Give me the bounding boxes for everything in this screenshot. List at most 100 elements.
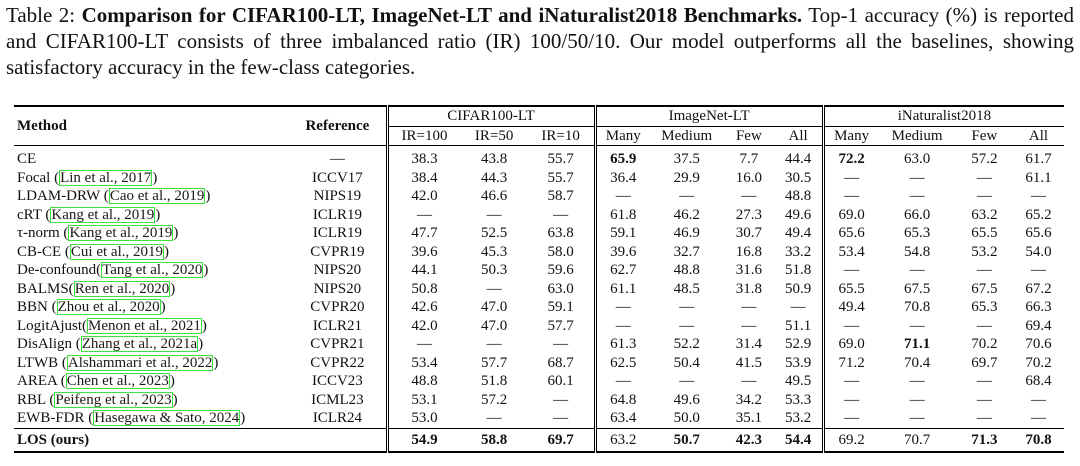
cifar-value-cell: 50.3	[480, 262, 508, 279]
cifar-value-cell: 63.0	[547, 280, 574, 297]
imagenet-value-cell: 42.3	[723, 427, 775, 453]
citation-link[interactable]: Zhang et al., 2021a	[80, 336, 199, 353]
imagenet-value-cell: —	[741, 373, 757, 390]
citation-link[interactable]: Chen et al., 2023	[65, 373, 170, 390]
table-row: EWB-FDR (Hasegawa & Sato, 2024) ICLR24 53.…	[14, 409, 1064, 428]
method-cell: LTWB (Alshammari et al., 2022)	[14, 354, 289, 373]
method-name: τ-norm (	[17, 225, 69, 242]
header-col-imagenet-0: Many	[593, 126, 651, 146]
inat-value-cell: 53.2	[971, 243, 998, 260]
citation-link[interactable]: Cao et al., 2019	[108, 188, 206, 205]
imagenet-value-cell: —	[593, 316, 651, 335]
citation-link[interactable]: Hasegawa & Sato, 2024	[93, 410, 241, 427]
method-cell: CB-CE (Cui et al., 2019)	[14, 243, 289, 262]
inat-value-cell: 63.2	[971, 206, 998, 223]
citation-link[interactable]: Cui et al., 2019	[69, 243, 164, 260]
imagenet-value-cell: 27.3	[735, 206, 763, 223]
cifar-value-cell: 42.0	[385, 187, 461, 206]
method-name: LDAM-DRW (	[17, 188, 109, 205]
method-name: Focal (	[17, 169, 60, 186]
imagenet-value-cell: 16.8	[735, 243, 763, 260]
imagenet-value-cell: —	[593, 372, 651, 391]
imagenet-value-cell: 49.6	[784, 206, 812, 223]
citation-link[interactable]: Lin et al., 2017	[59, 169, 153, 186]
method-tail: )	[172, 391, 178, 408]
method-cell: De-confound(Tang et al., 2020)	[14, 261, 289, 280]
inat-value-cell: 67.5	[903, 280, 931, 297]
table-row: BBN (Zhou et al., 2020) CVPR20 42.6 47.0 59.…	[14, 298, 1064, 317]
method-tail: )	[155, 206, 161, 223]
reference-cell: NIPS20	[313, 280, 362, 297]
cifar-value-cell: 58.7	[547, 188, 574, 205]
imagenet-value-cell: 50.4	[673, 354, 700, 371]
imagenet-value-cell: 48.8	[673, 262, 700, 279]
inat-value-cell: 65.3	[971, 299, 998, 316]
inat-value-cell: —	[909, 391, 925, 408]
reference-cell: CVPR20	[310, 299, 365, 316]
citation-link[interactable]: Menon et al., 2021	[87, 317, 202, 334]
reference-cell: ICCV23	[311, 373, 363, 390]
reference-cell: ICLR19	[312, 225, 362, 242]
cifar-value-cell: 57.2	[480, 391, 508, 408]
method-cell: LOS (ours)	[14, 427, 290, 453]
method-cell: RBL (Peifeng et al., 2023)	[14, 391, 289, 410]
inat-value-cell: 65.6	[1025, 225, 1052, 242]
inat-value-cell: —	[909, 262, 925, 279]
cifar-value-cell: 63.8	[547, 225, 574, 242]
table-caption: Table 2: Comparison for CIFAR100-LT, Ima…	[6, 2, 1074, 80]
imagenet-value-cell: 51.1	[784, 317, 812, 334]
table-row: LogitAjust(Menon et al., 2021) ICLR21 42.0…	[14, 316, 1064, 335]
cifar-value-cell: 38.4	[385, 168, 461, 187]
citation-link[interactable]: Tang et al., 2020	[101, 262, 204, 279]
imagenet-value-cell: 48.8	[784, 188, 812, 205]
cifar-value-cell: —	[486, 336, 502, 353]
imagenet-value-cell: 46.9	[673, 225, 700, 242]
inat-value-cell: 70.6	[1025, 336, 1052, 353]
cifar-value-cell: 51.8	[480, 373, 508, 390]
reference-cell: —	[329, 151, 345, 168]
imagenet-value-cell: 41.5	[735, 354, 763, 371]
cifar-value-cell: 45.3	[480, 243, 508, 260]
reference-cell: CVPR22	[310, 354, 365, 371]
inat-value-cell: —	[1030, 391, 1046, 408]
imagenet-value-cell: 61.8	[593, 205, 651, 224]
cifar-value-cell: 42.0	[385, 316, 461, 335]
table-row: AREA (Chen et al., 2023) ICCV23 48.8 51.8 60…	[14, 372, 1064, 391]
method-tail: )	[198, 336, 204, 353]
imagenet-value-cell: —	[679, 299, 695, 316]
inat-value-cell: 70.2	[971, 336, 998, 353]
citation-link[interactable]: Peifeng et al., 2023	[54, 391, 173, 408]
method-cell: EWB-FDR (Hasegawa & Sato, 2024)	[14, 409, 289, 428]
inat-value-cell: 69.7	[971, 354, 998, 371]
inat-value-cell: 69.0	[821, 335, 879, 354]
imagenet-value-cell: 52.9	[784, 336, 812, 353]
method-cell: cRT (Kang et al., 2019)	[14, 206, 289, 225]
cifar-value-cell: 57.7	[480, 354, 508, 371]
imagenet-value-cell: 34.2	[735, 391, 763, 408]
inat-value-cell: 70.2	[1025, 354, 1052, 371]
cifar-value-cell: —	[385, 205, 461, 224]
reference-cell: ICLR21	[312, 317, 362, 334]
table-row: LTWB (Alshammari et al., 2022) CVPR22 53.4…	[14, 353, 1064, 373]
imagenet-value-cell: —	[790, 299, 806, 316]
citation-link[interactable]: Alshammari et al., 2022	[66, 354, 214, 371]
citation-link[interactable]: Ren et al., 2020	[73, 280, 171, 297]
cifar-value-cell: —	[486, 206, 502, 223]
table-ours-body: LOS (ours) 54.9 58.8 69.7 63.2 50.7 42.3 54.4 69…	[14, 427, 1064, 453]
inat-value-cell: 70.8	[1012, 427, 1064, 453]
imagenet-value-cell: 48.5	[673, 280, 700, 297]
inat-value-cell: —	[909, 410, 925, 427]
header-col-inat-1: Medium	[878, 126, 956, 146]
inat-value-cell: 54.8	[903, 243, 931, 260]
header-col-inat-2: Few	[955, 126, 1013, 146]
cifar-value-cell: —	[486, 280, 502, 297]
citation-link[interactable]: Kang et al., 2019	[68, 225, 174, 242]
cifar-value-cell: —	[553, 206, 569, 223]
cifar-value-cell: 53.1	[385, 390, 461, 409]
header-group-cifar: CIFAR100-LT	[385, 105, 595, 127]
citation-link[interactable]: Kang et al., 2019	[50, 206, 156, 223]
inat-value-cell: 65.5	[971, 225, 998, 242]
header-col-cifar-2: IR=10	[527, 126, 595, 146]
citation-link[interactable]: Zhou et al., 2020	[56, 299, 161, 316]
imagenet-value-cell: 37.5	[673, 151, 700, 168]
